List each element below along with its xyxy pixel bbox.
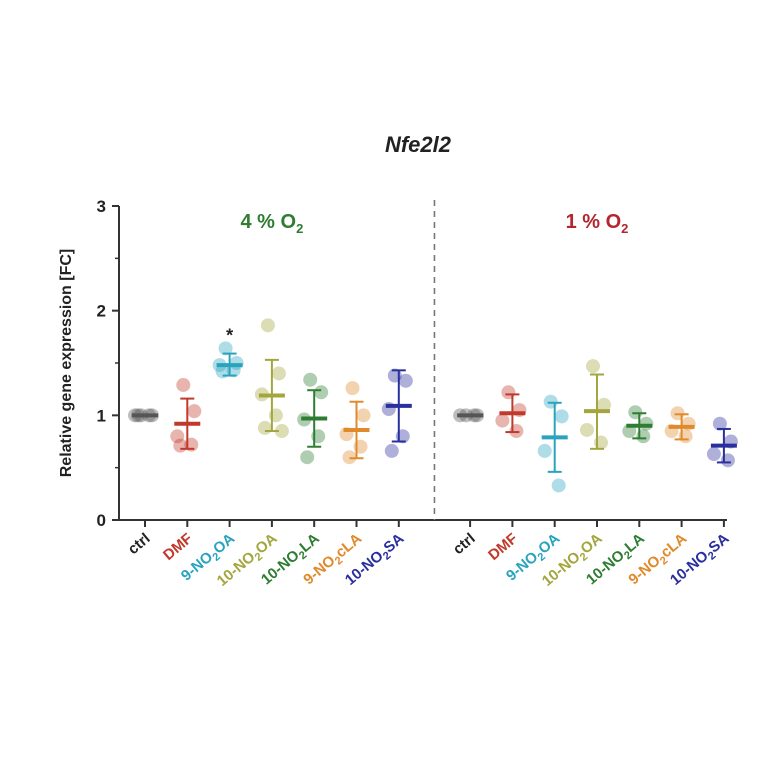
axes [112,200,727,527]
data-point [176,377,191,392]
chart-marks [128,318,738,493]
data-point [495,413,510,428]
x-tick-label: DMF [485,530,521,564]
data-point [356,408,371,423]
significance-marker: * [226,326,233,346]
data-point [398,373,413,388]
data-point [342,450,357,465]
data-point [551,478,566,493]
data-point [257,420,272,435]
data-point [537,443,552,458]
x-tick-label: ctrl [450,530,479,558]
data-point [314,385,329,400]
data-point [706,447,721,462]
data-point [712,416,727,431]
y-tick-label: 2 [97,302,106,321]
data-point [187,404,202,419]
data-point [580,422,594,437]
data-point [260,318,275,333]
chart-labels: Nfe2l2 0 1 2 3 Relative gene expression [FC] 4… [58,132,733,590]
panel-label: 4 % O2 [240,211,303,236]
y-tick-label: 0 [97,511,106,530]
y-tick-label: 1 [97,406,106,425]
data-point [218,341,233,356]
x-tick-label: ctrl [125,530,154,558]
data-point [597,397,611,412]
x-tick-label: DMF [160,530,196,564]
data-point [303,372,318,387]
chart-title: Nfe2l2 [385,132,452,157]
data-point [554,409,569,424]
data-point [639,416,654,431]
data-point [384,443,399,458]
y-axis-label: Relative gene expression [FC] [58,249,75,478]
data-point [173,438,188,453]
data-point [271,366,286,381]
data-point [274,424,289,439]
data-point [300,450,315,465]
data-point [170,429,185,444]
data-point [345,381,360,396]
panel-label: 1 % O2 [566,211,629,236]
y-tick-label: 3 [97,197,106,216]
data-point [586,359,600,374]
